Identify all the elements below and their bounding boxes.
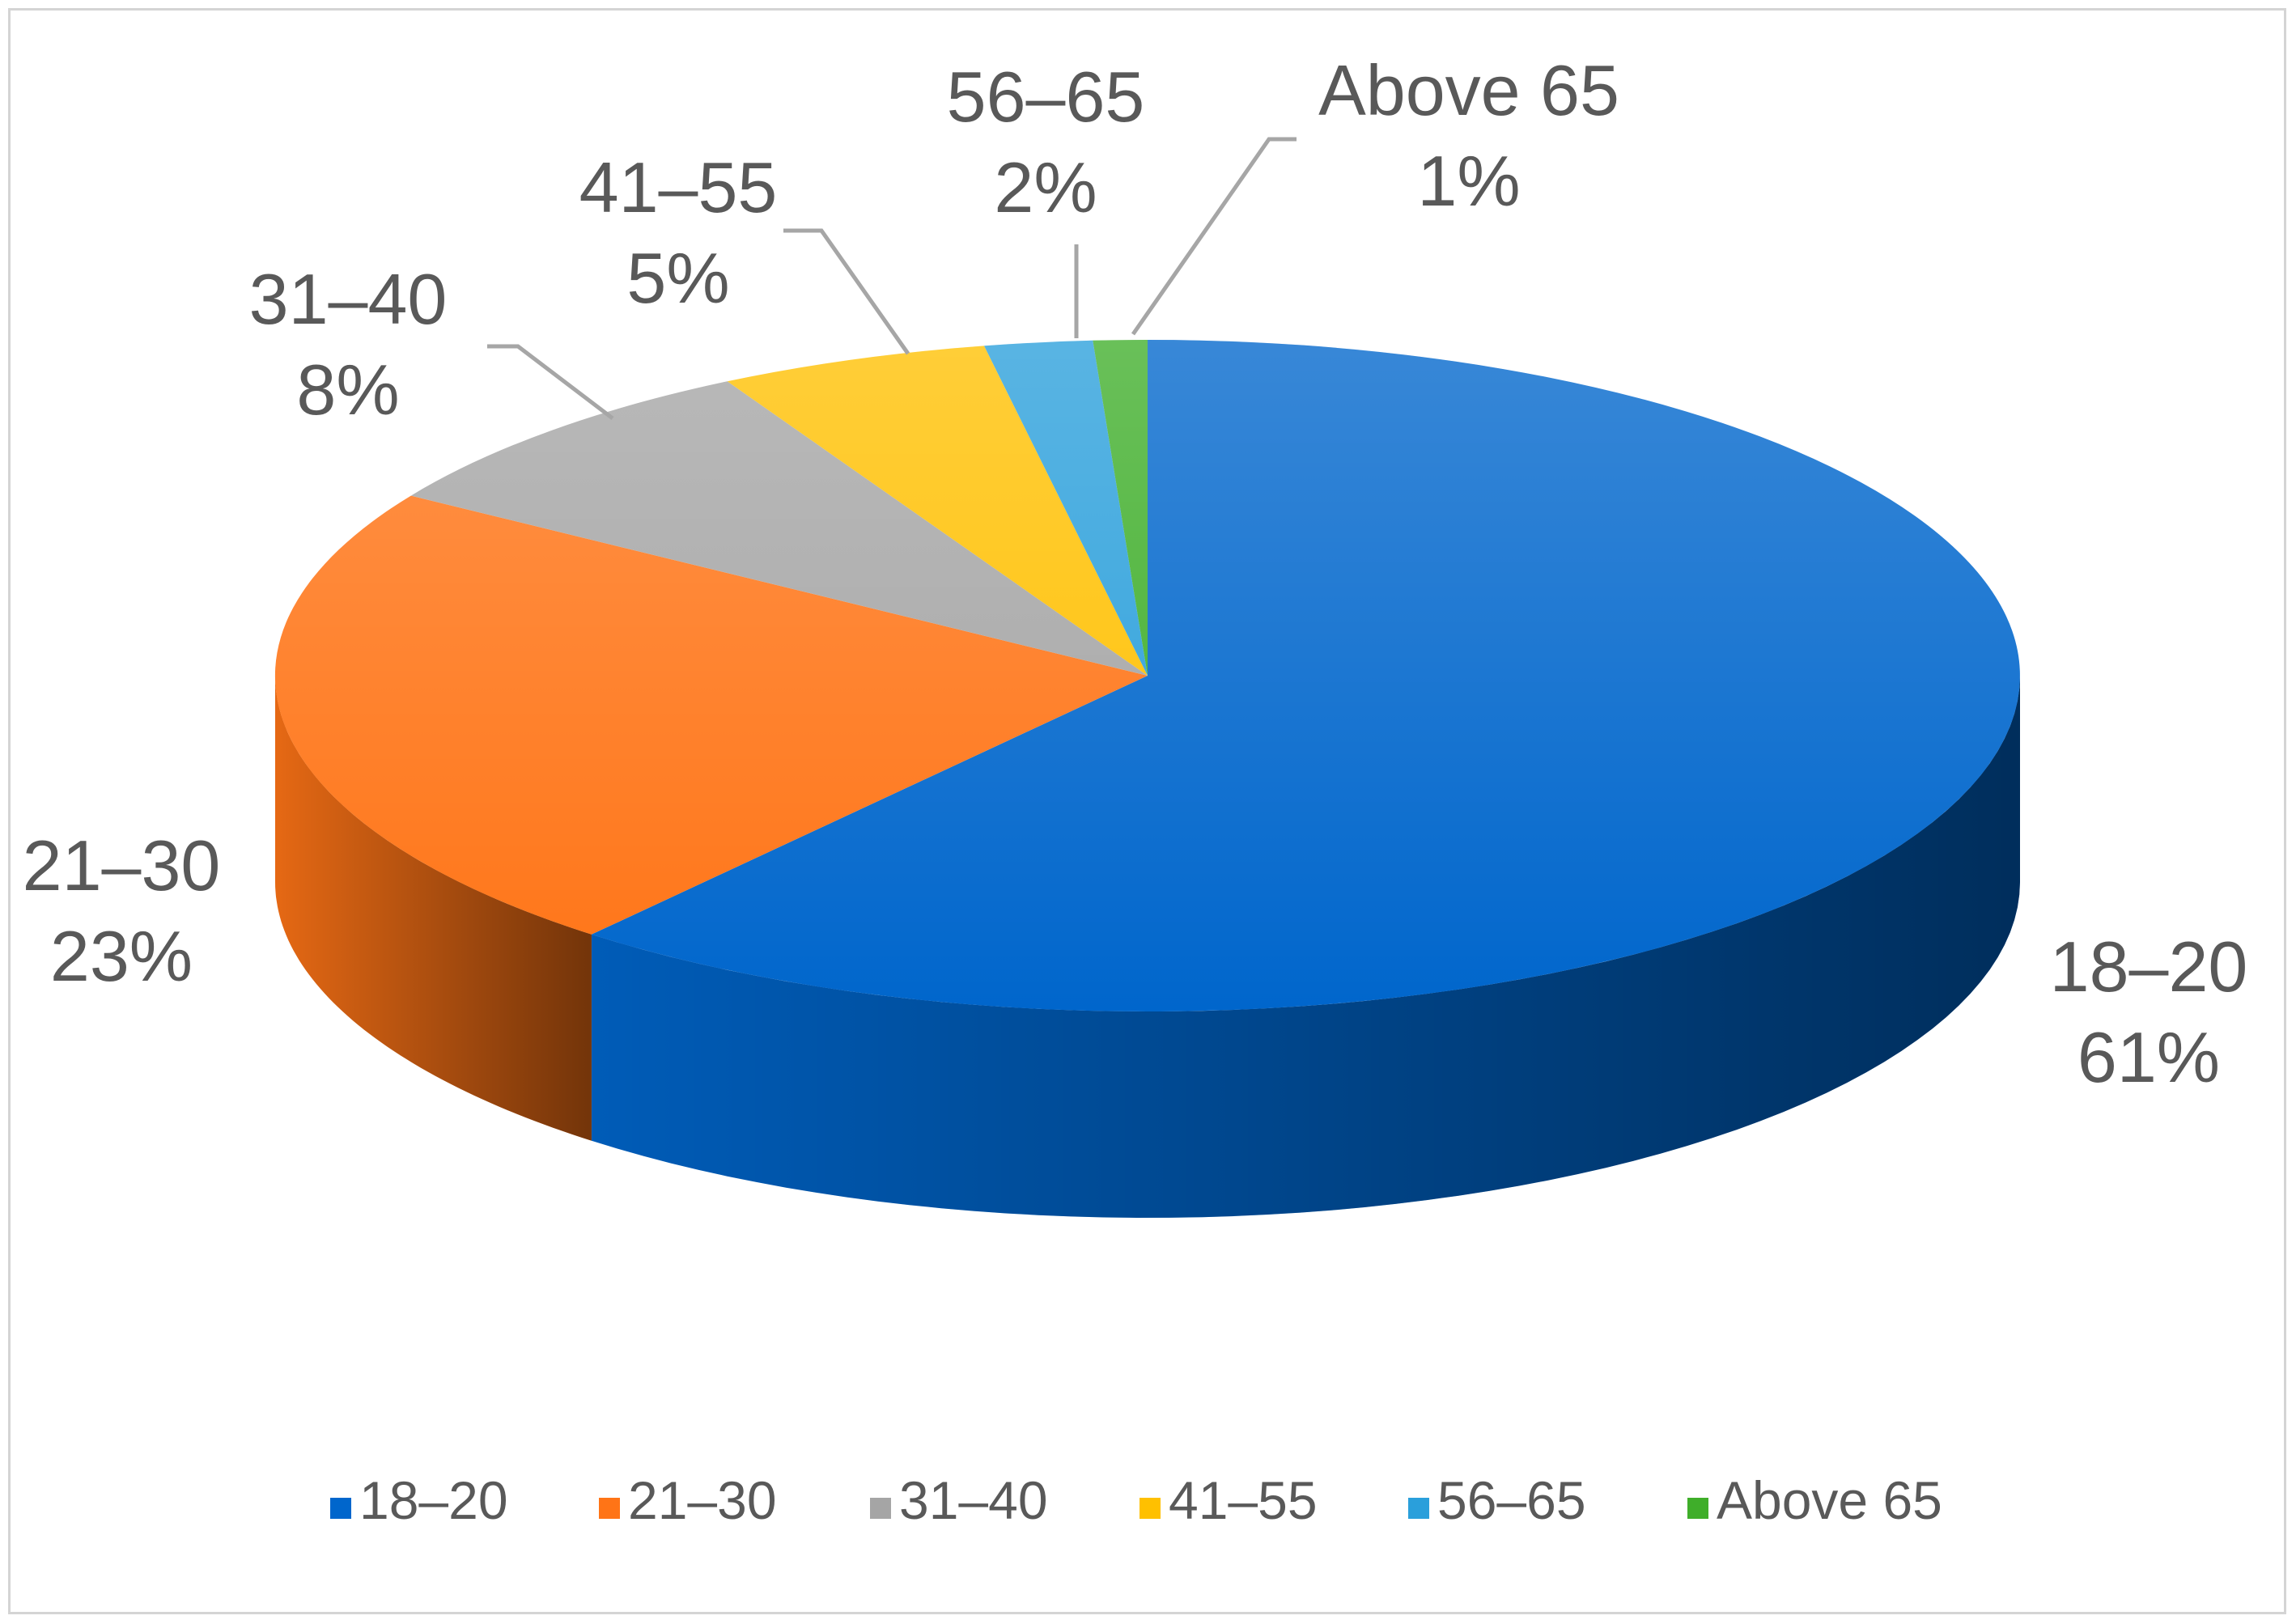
data-label-value-31-40: 8% [296,350,399,430]
legend-swatch-56-65 [1408,1498,1429,1519]
data-label-name-21-30: 21–30 [23,825,221,905]
legend-swatch-41-55 [1140,1498,1161,1519]
data-label-name-56-65: 56–65 [947,57,1145,137]
data-label-value-18-20: 61% [2077,1017,2220,1097]
legend-swatch-above-65 [1687,1498,1708,1519]
legend-swatch-18-20 [330,1498,351,1519]
pie-top-highlight [275,340,2020,1011]
legend-label-18-20: 18–20 [359,1470,508,1530]
pie-tops [274,339,2020,1011]
legend-label-above-65: Above 65 [1717,1470,1942,1530]
data-label-value-41-55: 5% [626,238,729,318]
legend-swatch-31-40 [870,1498,891,1519]
data-labels: 18–20 61% 21–30 23% 31–40 8% 41–55 5% 56–65 2% Abo… [23,50,2248,1097]
slice-side-shade-18-20 [591,676,2020,1218]
data-label-value-above-65: 1% [1417,141,1520,221]
data-label-name-above-65: Above 65 [1318,50,1619,130]
leader-line-above-65 [1131,137,1297,336]
legend-label-56-65: 56–65 [1437,1470,1586,1530]
leader-lines [487,137,1297,420]
leader-line-31-40 [487,344,614,420]
legend-label-41-55: 41–55 [1169,1470,1318,1530]
legend-label-31-40: 31–40 [899,1470,1048,1530]
pie-sides [275,676,2020,1218]
legend: 18–20 21–30 31–40 41–55 56–65 Above 65 [330,1470,1942,1530]
slice-side-shade-21-30 [275,676,592,1141]
legend-label-21-30: 21–30 [628,1470,777,1530]
leader-line-41-55 [783,228,910,355]
legend-swatch-21-30 [599,1498,620,1519]
data-label-name-41-55: 41–55 [579,147,778,227]
data-label-name-31-40: 31–40 [249,259,448,339]
data-label-name-18-20: 18–20 [2050,926,2248,1007]
data-label-value-56-65: 2% [994,147,1097,227]
data-label-value-21-30: 23% [50,916,193,996]
